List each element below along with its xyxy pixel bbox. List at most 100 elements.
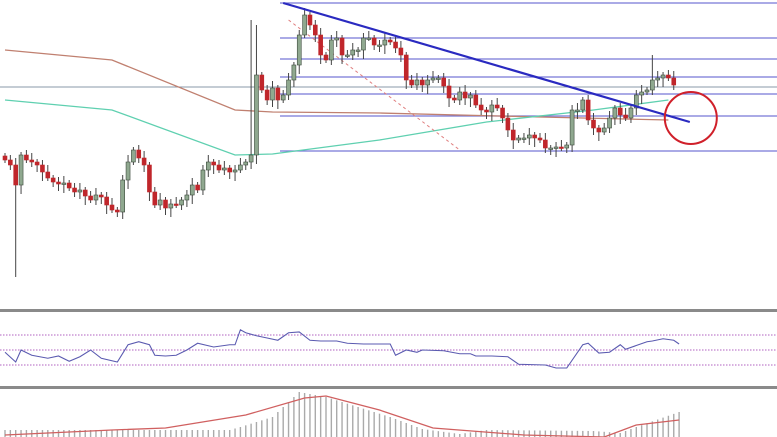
candle-bullish [612,107,618,119]
candle-bearish [591,119,596,129]
candle-bearish [510,129,516,141]
candle-bearish [441,77,447,87]
candle-bullish [291,64,297,81]
candle-bearish [585,99,591,121]
candle-bullish [120,179,125,213]
candle-bullish [248,154,254,163]
candle-bearish [24,154,29,161]
candle-bullish [93,194,99,201]
candle-bearish [419,79,425,86]
candle-bearish [500,107,505,119]
candle-bearish [371,37,377,46]
candle-bullish [270,87,275,101]
macd-signal-line [4,395,680,437]
candle-bearish [173,203,179,206]
candle-bullish [350,49,356,56]
candle-bullish [206,161,211,171]
candle-bearish [671,77,677,86]
candle-bearish [147,164,152,193]
candle-bullish [254,74,259,156]
candle-bullish [61,182,67,185]
candle-bullish [457,91,463,101]
candle-bullish [345,54,350,57]
candle-bullish [222,167,227,171]
candle-bullish [355,49,361,52]
candle-bearish [88,195,93,201]
panel-separator[interactable] [0,309,777,312]
candle-bearish [559,146,564,149]
candle-bullish [361,37,366,51]
candle-bearish [115,209,120,213]
candle-bearish [409,79,414,86]
candle-bearish [45,171,51,179]
panel-separator[interactable] [0,386,777,389]
candle-bullish [232,169,238,173]
candle-bullish [425,79,430,86]
candle-bullish [280,94,286,101]
price-panel [0,1,777,277]
candle-bearish [312,24,318,36]
candle-bullish [302,14,307,36]
candle-bullish [296,34,302,66]
candle-bearish [56,181,61,185]
candle-bullish [189,184,195,196]
candle-bullish [639,91,644,96]
moving-average-line [4,99,669,156]
candle-bearish [537,137,543,141]
candle-bullish [366,37,372,40]
candle-bullish [125,161,131,181]
candle-bullish [382,39,388,46]
candle-bearish [104,196,109,206]
candle-bearish [264,89,270,101]
candle-bearish [596,127,602,133]
candle-bullish [650,79,655,91]
candle-bearish [617,107,623,116]
candle-bullish [633,94,639,109]
candle-bearish [72,187,77,193]
candle-bullish [580,99,586,111]
macd-panel [4,392,680,437]
candle-bullish [286,79,291,96]
candle-bullish [131,149,136,163]
candle-bullish [521,137,527,140]
candle-bearish [318,34,323,56]
candle-bearish [403,54,409,81]
candle-bearish [99,194,104,198]
candle-bullish [564,144,570,149]
candle-bullish [334,37,340,41]
candle-bearish [163,199,168,209]
candle-bearish [136,149,142,159]
candle-bullish [157,199,163,206]
candle-bullish [569,109,575,146]
candle-bearish [227,167,232,173]
candle-bearish [462,91,468,99]
candle-bullish [489,104,495,113]
candle-bullish [516,137,521,141]
rsi-line [4,328,680,369]
candle-bearish [40,164,45,173]
candle-bullish [601,127,607,133]
candle-bullish [655,77,661,81]
candle-bullish [526,134,532,139]
candle-bearish [34,161,40,166]
candle-bearish [623,114,628,119]
candle-bearish [211,161,216,166]
candle-bearish [29,159,35,163]
candle-bearish [387,39,393,43]
candle-bullish [468,94,473,99]
candle-bullish [179,199,184,206]
candle-bullish [168,203,174,209]
candle-bearish [141,157,147,166]
candle-bearish [446,85,452,99]
candle-bearish [478,104,484,111]
candle-bearish [543,139,548,149]
candle-bearish [307,14,313,26]
candle-bearish [259,74,265,91]
candle-bearish [152,191,158,206]
candle-bullish [184,194,190,201]
candle-bearish [109,204,115,211]
candle-bearish [339,37,345,56]
candle-bearish [452,97,457,101]
rsi-panel [0,328,777,369]
